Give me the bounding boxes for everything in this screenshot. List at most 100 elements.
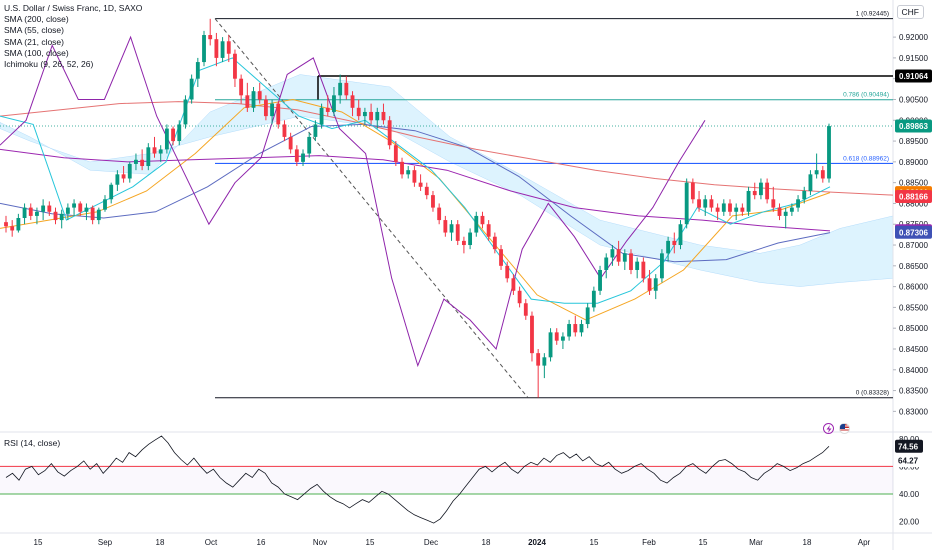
rsi-label-bg [895,454,923,468]
price-label-bg [895,190,932,204]
currency-button[interactable]: CHF [896,5,924,19]
candle-body [90,207,95,221]
price-label-bg [895,119,932,133]
candle-body [629,253,633,270]
candle-body [78,203,83,212]
legend-sma21[interactable]: SMA (21, close) [4,36,64,47]
candle-body [282,124,287,137]
lightning-icon[interactable] [823,423,834,434]
y-tick-label: 0.83000 [899,407,928,416]
y-tick-label: 0.91500 [899,54,928,63]
candle-body [10,226,15,231]
x-tick-label: 16 [257,538,266,547]
us-flag-icon[interactable] [839,423,850,434]
x-tick-label: 18 [803,538,812,547]
candle-body [740,207,745,212]
price-labels: 0.910640.898630.882610.881660.873420.873… [895,69,932,239]
candle-body [591,290,596,308]
x-tick-label: Nov [313,538,327,547]
legend-sma55[interactable]: SMA (55, close) [4,25,64,36]
candle-body [820,170,825,179]
candle-body [226,41,231,54]
x-tick-label: 15 [366,538,375,547]
price-label-bg [895,225,932,239]
candle-body [127,163,132,179]
candle-body [307,136,312,154]
candle-body [233,53,237,79]
candle-body [152,147,157,154]
x-tick-label: 15 [699,538,708,547]
candle-body [789,207,794,212]
candle-body [530,315,534,354]
candle-body [567,324,572,337]
x-tick-label: 18 [156,538,165,547]
candle-body [827,126,831,179]
candle-body [121,174,126,179]
candle-body [177,124,182,142]
candle-body [802,190,807,200]
candle-body [697,199,701,208]
candle-body [220,41,225,58]
candle-body [684,182,689,225]
price-label-text: 0.87306 [899,228,928,237]
price-label-text: 0.89863 [899,122,928,131]
candle-body [536,353,541,366]
candle-body [598,269,602,291]
candle-body [437,207,442,221]
candle-body [771,199,776,208]
candle-body [208,35,213,40]
rsi-legend[interactable]: RSI (14, close) [4,438,61,448]
candle-body [610,249,615,258]
candle-body [412,170,417,183]
legend-sma100[interactable]: SMA (100, close) [4,47,69,58]
candle-body [164,128,169,150]
legend-ichimoku[interactable]: Ichimoku (9, 26, 52, 26) [4,59,94,70]
candle-body [474,215,479,233]
legend-sma200[interactable]: SMA (200, close) [4,14,69,25]
candle-body [703,199,708,208]
candle-body [814,170,819,175]
candle-body [728,203,732,212]
lightning-glyph [826,424,831,433]
candle-body [455,224,460,241]
x-tick-label: Dec [424,538,438,547]
indicator-lines [0,35,894,368]
y-tick-label: 0.86000 [899,283,928,292]
candle-body [362,111,367,117]
candle-body [449,224,454,233]
candle-body [294,149,299,162]
candle-body [666,240,671,254]
candle-body [35,211,39,216]
candle-body [715,207,720,212]
price-label-bg [895,69,932,83]
fib-trend-line [214,18,529,399]
candle-body [288,136,293,150]
candle-body [431,195,435,208]
candle-body [511,278,516,291]
rsi-tick-label: 20.00 [899,518,920,527]
sma21-line [0,98,831,321]
candle-body [709,199,714,208]
x-tick-label: Sep [98,538,113,547]
candle-body [752,190,757,196]
candle-body [375,111,380,121]
fib-label: 0.618 (0.88962) [843,155,889,162]
price-label-text: 0.88166 [899,193,928,202]
candle-body [721,203,726,212]
y-tick-label: 0.88000 [899,199,928,208]
candle-body [65,207,70,214]
time-axis: 15 Sep 18 Oct 16 Nov 15 Dec 18 2024 15 Feb 15 Mar 18 Ap… [0,532,932,547]
y-tick-label: 0.88500 [899,179,928,188]
candle-body [146,147,151,167]
candle-body [245,95,250,108]
candle-body [808,174,813,191]
candle-body [542,357,547,366]
candle-body [84,207,89,212]
fib-label: 0.786 (0.90494) [843,92,889,99]
x-tick-label: 2024 [528,538,546,547]
candle-body [332,95,336,112]
candle-body [263,99,268,117]
